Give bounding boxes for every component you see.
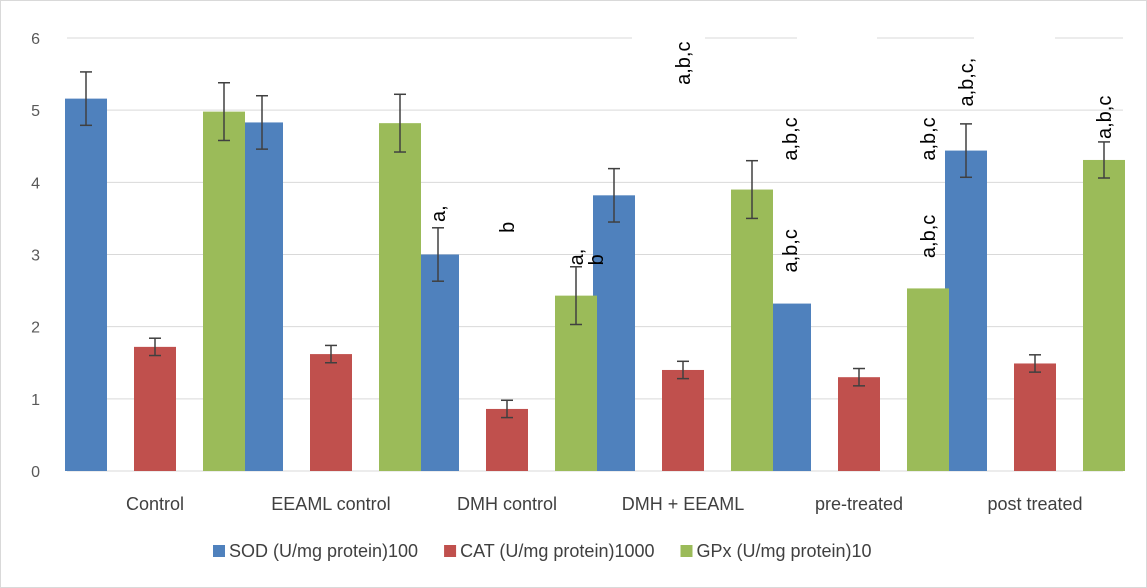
x-category-label: DMH + EEAML <box>622 494 745 514</box>
legend-swatch <box>444 545 457 557</box>
bar <box>1083 159 1125 471</box>
gridline-gap <box>632 35 705 41</box>
y-tick-label: 6 <box>31 31 40 48</box>
legend-label: CAT (U/mg protein)1000 <box>460 541 654 561</box>
bar <box>134 346 176 471</box>
legend-swatch <box>680 545 693 557</box>
gridline-gap <box>797 35 877 41</box>
significance-label: a, <box>566 249 588 266</box>
significance-label: a,b,c <box>673 42 695 85</box>
x-category-label: pre-treated <box>815 494 903 514</box>
bar <box>593 195 635 471</box>
y-tick-label: 5 <box>31 103 40 120</box>
significance-label: a,b,c <box>918 215 940 258</box>
bar <box>662 369 704 471</box>
significance-label: a,b,c <box>1094 96 1116 139</box>
x-axis-labels: Control EEAML control DMH control DMH + EEA… <box>126 494 1083 514</box>
y-tick-label: 4 <box>31 175 40 192</box>
significance-annotations: a,ba,ba,b,ca,b,ca,b,ca,b,ca,b,ca,b,c,a,b… <box>428 42 1116 273</box>
y-tick-label: 1 <box>31 392 40 409</box>
y-tick-label: 0 <box>31 464 40 481</box>
bar <box>486 408 528 471</box>
bar <box>1014 363 1056 471</box>
bar <box>838 377 880 471</box>
bar <box>907 288 949 471</box>
y-tick-label: 3 <box>31 248 40 265</box>
gridline-gaps <box>632 35 1055 41</box>
bar <box>379 123 421 471</box>
x-category-label: DMH control <box>457 494 557 514</box>
significance-label: a,b,c <box>780 117 802 160</box>
bar <box>417 254 459 471</box>
significance-label: a, <box>428 205 450 222</box>
legend: SOD (U/mg protein)100 CAT (U/mg protein)1… <box>213 541 872 561</box>
legend-swatch <box>213 545 225 557</box>
gridline-gap <box>974 35 1055 41</box>
bar <box>945 150 987 471</box>
bar <box>731 189 773 472</box>
x-category-label: EEAML control <box>271 494 390 514</box>
significance-label: a,b,c, <box>956 58 978 107</box>
bar <box>241 122 283 471</box>
y-axis-ticks: 0 1 2 3 4 5 6 <box>31 31 40 481</box>
legend-label: GPx (U/mg protein)10 <box>697 541 872 561</box>
significance-label: a,b,c <box>918 117 940 160</box>
bar <box>310 354 352 471</box>
bar <box>65 98 107 472</box>
bars <box>65 98 1125 472</box>
error-bars <box>80 71 1110 419</box>
significance-label: b <box>586 254 608 265</box>
y-tick-label: 2 <box>31 320 40 337</box>
bar <box>769 303 811 471</box>
significance-label: b <box>497 222 519 233</box>
legend-label: SOD (U/mg protein)100 <box>229 541 418 561</box>
significance-label: a,b,c <box>780 229 802 272</box>
x-category-label: post treated <box>987 494 1082 514</box>
x-category-label: Control <box>126 494 184 514</box>
bar <box>203 111 245 472</box>
